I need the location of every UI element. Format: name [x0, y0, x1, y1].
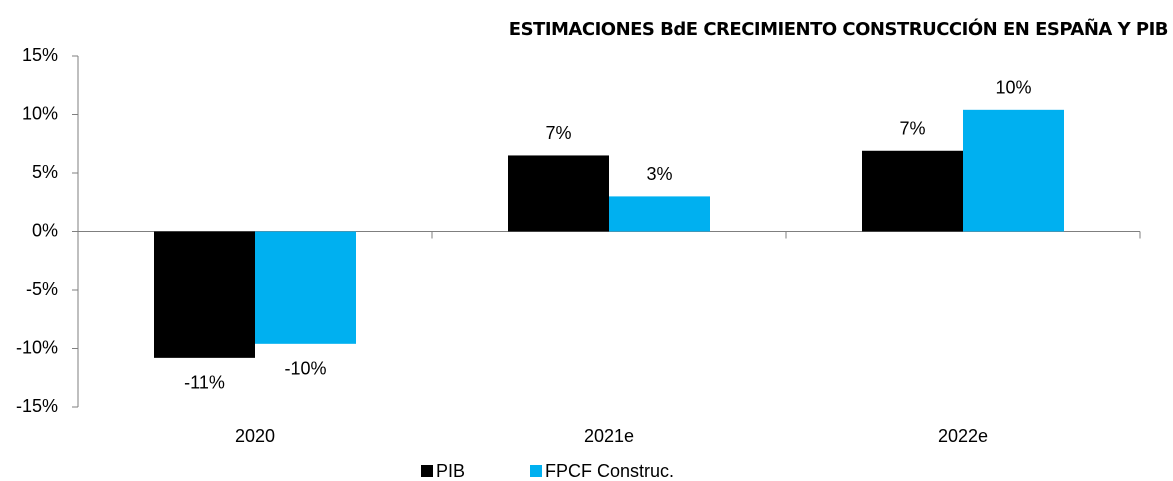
y-tick-label: 15% — [22, 45, 58, 65]
legend-label: FPCF Construc. — [545, 461, 674, 481]
legend-swatch — [530, 465, 542, 477]
data-label: -10% — [284, 359, 326, 379]
x-tick-label: 2021e — [584, 426, 634, 446]
legend-swatch — [421, 465, 433, 477]
bar — [508, 155, 609, 232]
y-tick-label: -15% — [16, 396, 58, 416]
legend-label: PIB — [436, 461, 465, 481]
bar — [255, 231, 356, 344]
y-tick-label: -10% — [16, 337, 58, 357]
data-label: 10% — [995, 78, 1031, 98]
y-tick-label: 10% — [22, 103, 58, 123]
data-label: 7% — [545, 123, 571, 143]
bar — [154, 231, 255, 358]
chart-title: ESTIMACIONES BdE CRECIMIENTO CONSTRUCCIÓ… — [509, 17, 1168, 40]
x-tick-label: 2020 — [235, 426, 275, 446]
bar — [609, 196, 710, 232]
y-tick-label: 5% — [32, 162, 58, 182]
y-tick-label: 0% — [32, 220, 58, 240]
data-label: -11% — [184, 373, 225, 393]
x-tick-label: 2022e — [938, 426, 988, 446]
data-label: 7% — [899, 119, 925, 139]
bar — [963, 109, 1064, 232]
bar — [862, 150, 963, 232]
data-label: 3% — [646, 164, 672, 184]
y-tick-label: -5% — [26, 279, 58, 299]
